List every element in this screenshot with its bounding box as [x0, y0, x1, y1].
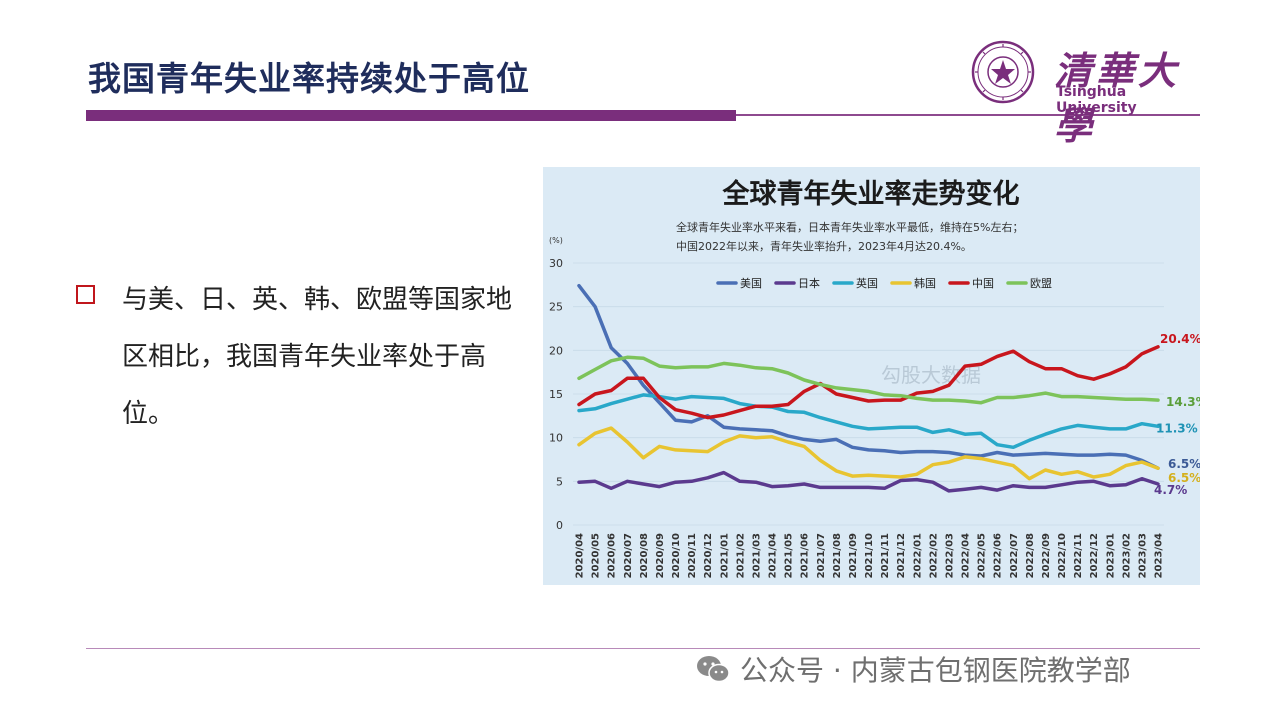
y-tick-label: 30	[549, 257, 563, 270]
end-label-美国: 6.5%	[1168, 457, 1200, 471]
chart-subtitle-1: 全球青年失业率水平来看，日本青年失业率水平最低，维持在5%左右；	[676, 220, 1023, 234]
wechat-icon	[697, 656, 730, 683]
x-tick-label: 2021/02	[735, 533, 746, 578]
series-line-韩国	[577, 426, 1160, 481]
bullet-text: 与美、日、英、韩、欧盟等国家地区相比，我国青年失业率处于高位。	[122, 285, 513, 429]
x-tick-label: 2023/03	[1137, 533, 1148, 578]
x-tick-label: 2022/12	[1089, 533, 1100, 578]
y-tick-label: 5	[556, 475, 563, 488]
x-tick-label: 2022/02	[928, 533, 939, 578]
y-tick-label: 10	[549, 432, 563, 445]
x-tick-label: 2020/09	[655, 533, 666, 578]
logo-chinese-text: 清華大學	[1054, 48, 1181, 148]
series-lines	[577, 283, 1160, 493]
series-line-欧盟	[577, 355, 1160, 405]
x-tick-label: 2021/03	[751, 533, 762, 578]
axis-labels: 0 5 10 15 20 25 30 2020/04 2020/05 2020/06 2020/07…	[549, 257, 1165, 578]
legend-label: 日本	[798, 276, 820, 290]
x-tick-label: 2022/09	[1041, 533, 1052, 578]
x-tick-label: 2022/10	[1057, 533, 1068, 578]
wechat-watermark: 公众号 · 内蒙古包钢医院教学部	[696, 647, 1131, 691]
x-tick-label: 2020/08	[639, 533, 650, 578]
x-tick-label: 2022/06	[993, 533, 1004, 578]
gridlines	[573, 262, 1164, 526]
footer-divider	[86, 648, 1200, 649]
x-tick-label: 2021/10	[864, 533, 875, 578]
series-line-日本	[577, 470, 1160, 493]
x-tick-label: 2022/07	[1009, 533, 1020, 578]
legend-label: 中国	[972, 277, 994, 290]
end-label-韩国: 6.5%	[1168, 471, 1200, 485]
x-tick-label: 2021/12	[896, 533, 907, 578]
legend-label: 英国	[856, 276, 878, 290]
x-tick-label: 2021/09	[848, 533, 859, 578]
end-label-日本: 4.7%	[1154, 483, 1187, 497]
end-label-英国: 11.3%	[1156, 421, 1198, 435]
y-tick-label: 15	[549, 388, 563, 401]
legend: 美国 日本 英国 韩国 中国 欧盟	[716, 276, 1052, 290]
x-tick-label: 2022/08	[1025, 533, 1036, 578]
x-tick-label: 2021/05	[784, 533, 795, 578]
legend-label: 韩国	[914, 276, 936, 290]
y-tick-label: 20	[549, 344, 563, 357]
x-tick-label: 2021/08	[832, 533, 843, 578]
end-label-中国: 20.4%	[1160, 332, 1200, 346]
x-tick-label: 2020/07	[623, 533, 634, 578]
end-labels: 20.4%14.3%11.3%6.5%6.5%4.7%	[1154, 332, 1200, 497]
watermark-text: 公众号 · 内蒙古包钢医院教学部	[740, 654, 1131, 687]
tsinghua-logo: 清華大學 Tsinghua University	[970, 40, 1206, 148]
y-tick-label: 25	[549, 301, 563, 314]
x-tick-label: 2020/06	[607, 533, 618, 578]
series-line-英国	[577, 393, 1160, 450]
y-tick-label: 0	[556, 519, 563, 532]
x-tick-label: 2020/10	[671, 533, 682, 578]
x-tick-label: 2020/12	[703, 533, 714, 578]
chart-subtitle-2: 中国2022年以来，青年失业率抬升，2023年4月达20.4%。	[676, 239, 972, 253]
tsinghua-seal-icon	[971, 40, 1035, 104]
series-line-中国	[577, 345, 1160, 420]
x-tick-label: 2021/07	[816, 533, 827, 578]
x-tick-label: 2021/04	[768, 533, 779, 578]
x-tick-label: 2022/01	[912, 533, 923, 578]
chart-title: 全球青年失业率走势变化	[722, 178, 1020, 210]
x-tick-label: 2022/04	[961, 533, 972, 578]
x-tick-label: 2022/11	[1073, 533, 1084, 578]
title-underline-line	[736, 114, 1200, 116]
x-tick-label: 2021/11	[880, 533, 891, 578]
logo-english-text: Tsinghua University	[1056, 84, 1137, 116]
x-tick-label: 2021/06	[800, 533, 811, 578]
title-underline-bar	[86, 110, 736, 121]
x-tick-label: 2023/02	[1121, 533, 1132, 578]
x-tick-label: 2023/01	[1105, 533, 1116, 578]
x-tick-label: 2020/11	[687, 533, 698, 578]
x-tick-label: 2022/03	[944, 533, 955, 578]
x-tick-label: 2020/04	[575, 533, 586, 578]
legend-label: 美国	[740, 277, 762, 290]
x-tick-label: 2020/05	[591, 533, 602, 578]
x-tick-label: 2021/01	[719, 533, 730, 578]
y-unit-label: (%)	[549, 236, 563, 245]
series-line-美国	[577, 283, 1160, 470]
x-tick-label: 2023/04	[1154, 533, 1165, 578]
x-tick-label: 2022/05	[977, 533, 988, 578]
page-title: 我国青年失业率持续处于高位	[88, 59, 530, 98]
legend-label: 欧盟	[1030, 277, 1052, 290]
bullet-square-icon	[76, 285, 95, 304]
chart-image: 勾股大数据 0 5 10 15 20 25 30 2020/04 2020/05 2020/06 2…	[543, 167, 1200, 585]
end-label-欧盟: 14.3%	[1166, 395, 1200, 409]
